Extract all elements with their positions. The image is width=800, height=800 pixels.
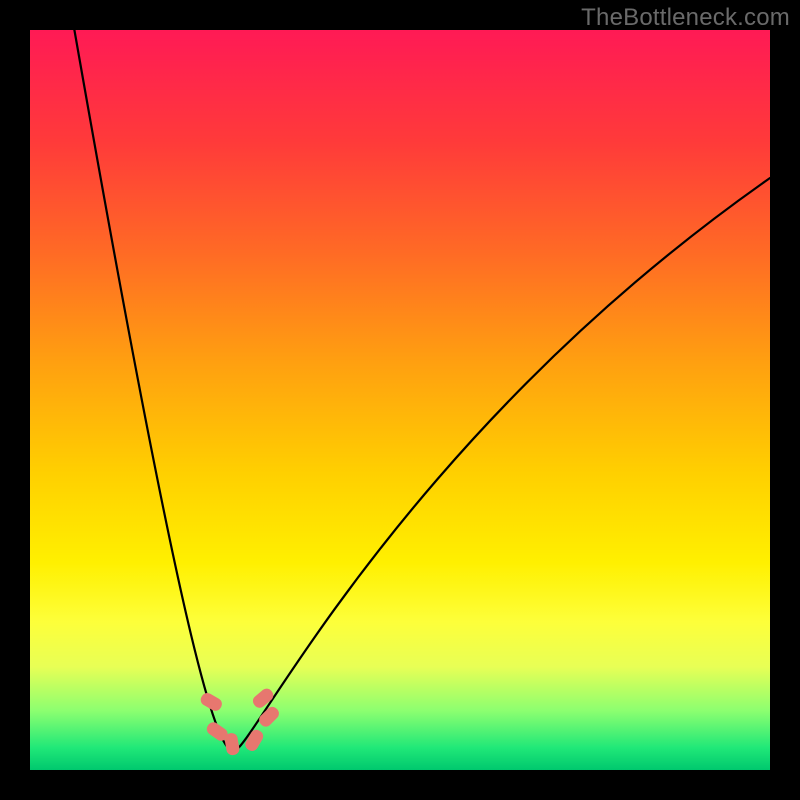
- chart-container: TheBottleneck.com: [0, 0, 800, 800]
- watermark-text: TheBottleneck.com: [581, 4, 790, 32]
- bottleneck-chart: [0, 0, 800, 800]
